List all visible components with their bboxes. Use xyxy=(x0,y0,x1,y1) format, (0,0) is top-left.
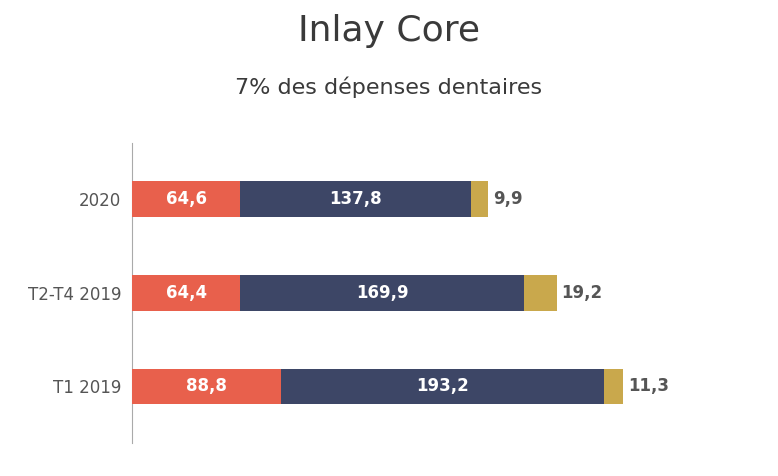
Text: 137,8: 137,8 xyxy=(329,190,382,208)
Text: 64,4: 64,4 xyxy=(166,284,207,302)
Bar xyxy=(132,181,240,217)
Text: 19,2: 19,2 xyxy=(562,284,603,302)
Bar xyxy=(132,275,240,310)
Text: 169,9: 169,9 xyxy=(356,284,408,302)
Bar xyxy=(132,368,281,404)
Text: 9,9: 9,9 xyxy=(492,190,522,208)
Text: Inlay Core: Inlay Core xyxy=(298,14,480,48)
Bar xyxy=(605,368,623,404)
Text: 11,3: 11,3 xyxy=(628,377,669,396)
Bar xyxy=(281,368,605,404)
Bar xyxy=(240,275,524,310)
Bar xyxy=(471,181,488,217)
Bar xyxy=(524,275,556,310)
Bar xyxy=(240,181,471,217)
Text: 7% des dépenses dentaires: 7% des dépenses dentaires xyxy=(236,76,542,98)
Text: 88,8: 88,8 xyxy=(186,377,227,396)
Text: 193,2: 193,2 xyxy=(416,377,469,396)
Text: 64,6: 64,6 xyxy=(166,190,207,208)
